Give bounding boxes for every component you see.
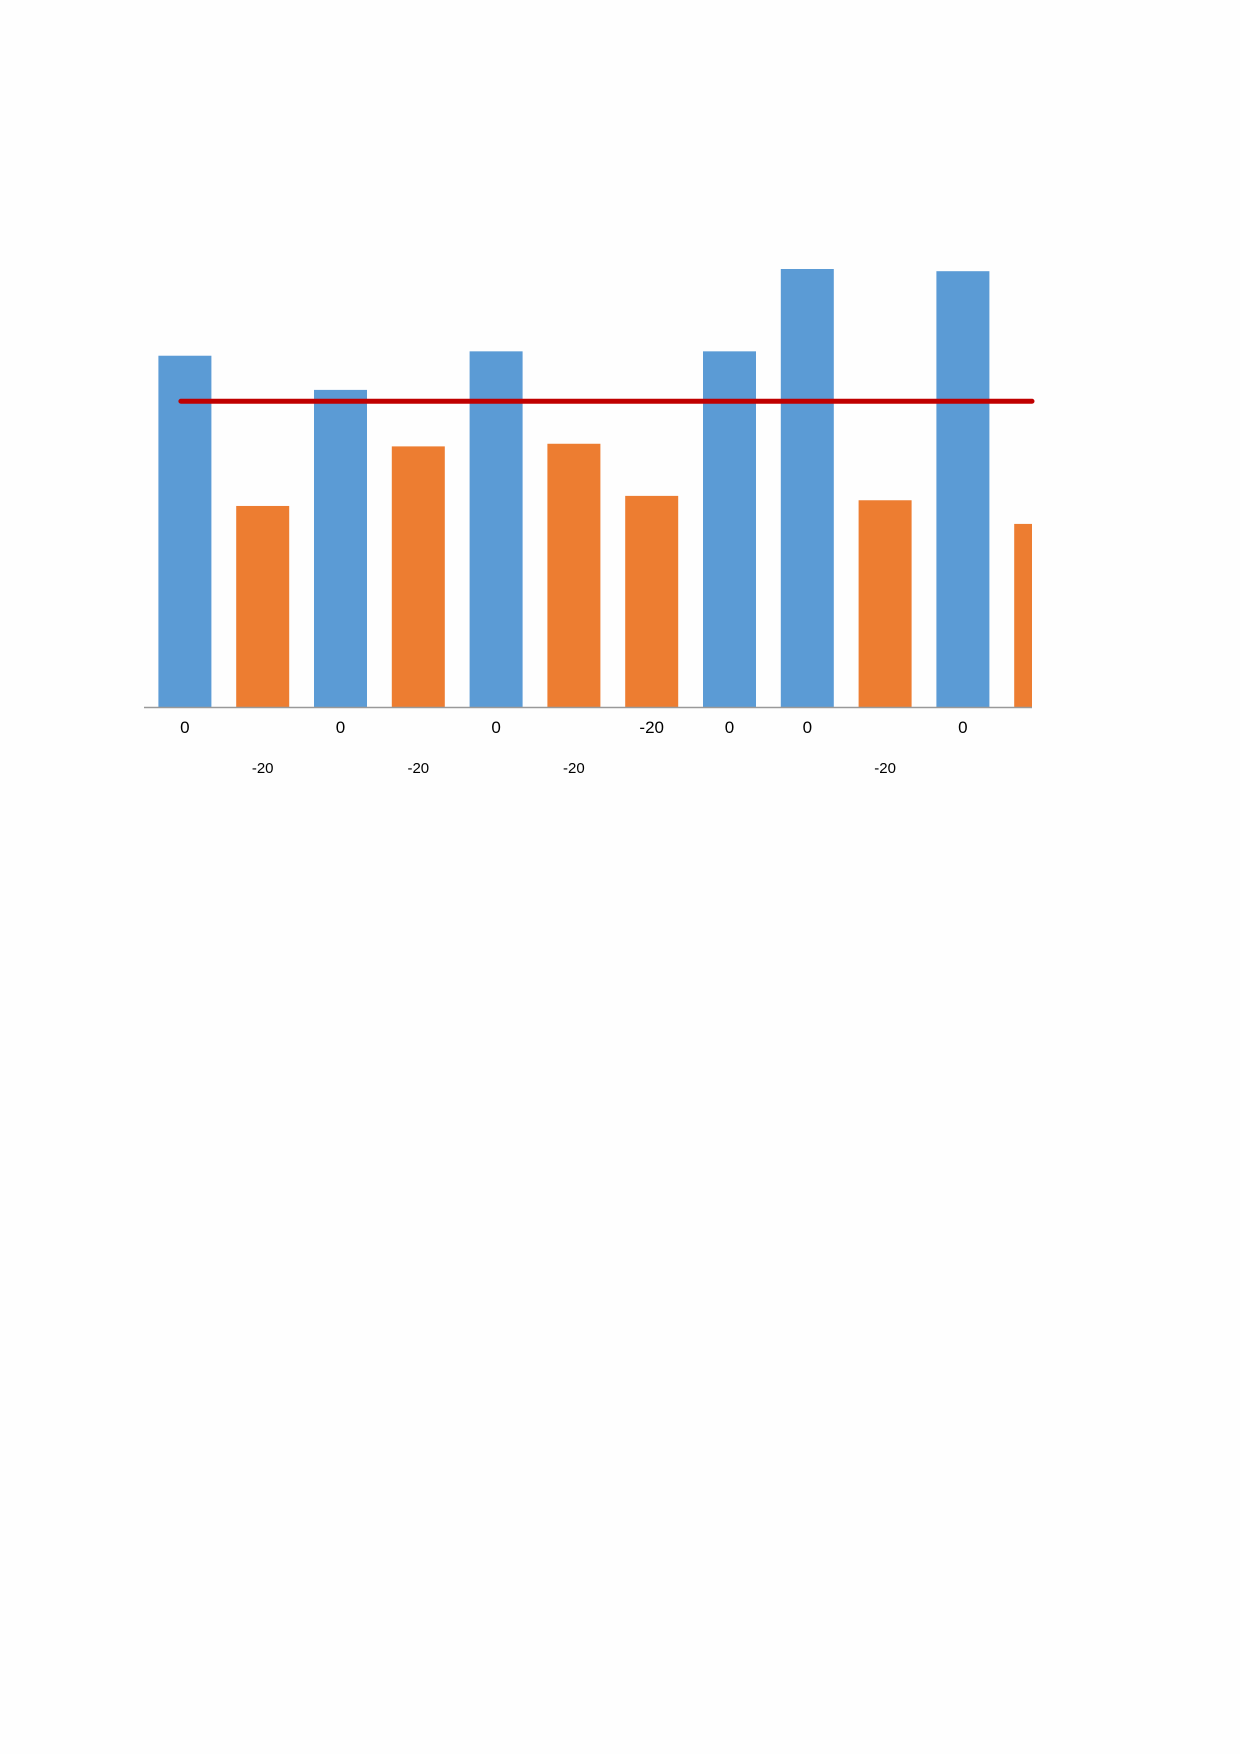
x-tick-label: 0 — [725, 718, 734, 737]
x-tick-label: -20 — [874, 760, 896, 777]
bar-series2-5 — [547, 443, 601, 707]
x-tick-label: 0 — [180, 718, 189, 737]
bar-series1-8 — [780, 269, 834, 707]
x-tick-label: 0 — [958, 718, 967, 737]
bars-group — [158, 269, 1032, 707]
x-tick-labels: 0 -20 0 -20 0 -20 -20 0 0 -20 0 — [180, 718, 967, 777]
x-tick-label: 0 — [336, 718, 345, 737]
x-tick-label: -20 — [639, 718, 664, 737]
x-tick-label: -20 — [563, 760, 585, 777]
bar-series2-11 — [1014, 523, 1032, 707]
x-tick-label: 0 — [491, 718, 500, 737]
bar-series1-7 — [703, 351, 756, 707]
bar-series1-10 — [936, 271, 990, 707]
bar-series2-1 — [236, 505, 290, 707]
bar-series2-3 — [391, 446, 445, 707]
bar-series2-6 — [625, 495, 679, 707]
bar-series1-0 — [158, 355, 212, 707]
x-tick-label: -20 — [407, 760, 429, 777]
x-tick-label: 0 — [803, 718, 812, 737]
bar-series1-2 — [314, 389, 367, 707]
bar-series1-4 — [469, 351, 523, 707]
x-tick-label: -20 — [252, 760, 274, 777]
bar-series2-9 — [858, 500, 912, 707]
